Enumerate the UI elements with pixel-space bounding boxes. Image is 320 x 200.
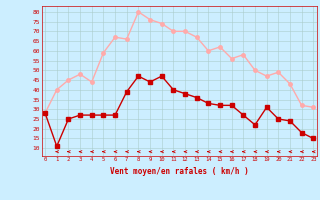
X-axis label: Vent moyen/en rafales ( km/h ): Vent moyen/en rafales ( km/h ) — [110, 167, 249, 176]
